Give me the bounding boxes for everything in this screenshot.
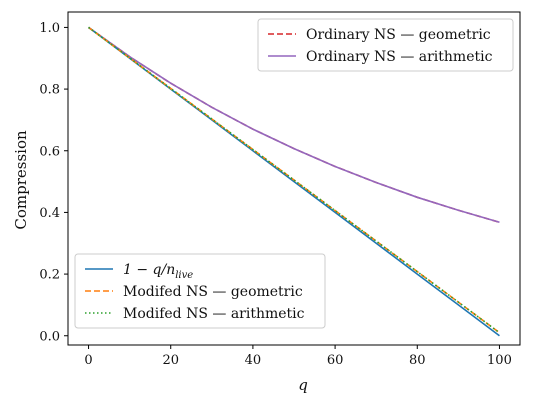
y-axis-label: Compression bbox=[12, 130, 30, 230]
y-tick-label: 1.0 bbox=[39, 21, 60, 36]
y-tick-label: 0.4 bbox=[39, 206, 60, 221]
x-tick-label: 40 bbox=[245, 353, 262, 368]
axes: 0 20 40 60 80 100 0.0 0.2 0.4 0.6 0.8 1.0 bbox=[39, 11, 521, 368]
legend-label-ordinary_arithmetic: Ordinary NS — arithmetic bbox=[306, 49, 493, 65]
legend-label-modified_geometric: Modifed NS — geometric bbox=[123, 284, 303, 300]
x-tick-label: 100 bbox=[487, 353, 512, 368]
y-tick-label: 0.8 bbox=[39, 83, 60, 98]
legend-box bbox=[257, 18, 514, 72]
legend-label-linear: 1 − q/nlive bbox=[123, 262, 193, 281]
x-tick-label: 0 bbox=[84, 353, 92, 368]
x-axis-label: q bbox=[298, 376, 308, 394]
series-line-ordinary_arithmetic bbox=[88, 26, 500, 224]
plot-area bbox=[88, 26, 500, 337]
legend-bottom-left: 1 − q/nlive Modifed NS — geometric Modifed… bbox=[74, 253, 326, 329]
legend-top-right: Ordinary NS — geometric Ordinary NS — ari… bbox=[257, 18, 514, 72]
legend-box bbox=[74, 253, 326, 329]
y-tick-label: 0.0 bbox=[39, 329, 60, 344]
axes-frame bbox=[67, 11, 521, 346]
series-line-modified_arithmetic bbox=[88, 26, 500, 334]
x-tick-label: 20 bbox=[162, 353, 179, 368]
legend-label-ordinary_geometric: Ordinary NS — geometric bbox=[306, 27, 491, 43]
legend-label-modified_arithmetic: Modifed NS — arithmetic bbox=[123, 306, 305, 322]
x-tick-label: 80 bbox=[409, 353, 426, 368]
y-tick-label: 0.2 bbox=[39, 268, 60, 283]
y-tick-label: 0.6 bbox=[39, 144, 60, 159]
x-tick-label: 60 bbox=[327, 353, 344, 368]
